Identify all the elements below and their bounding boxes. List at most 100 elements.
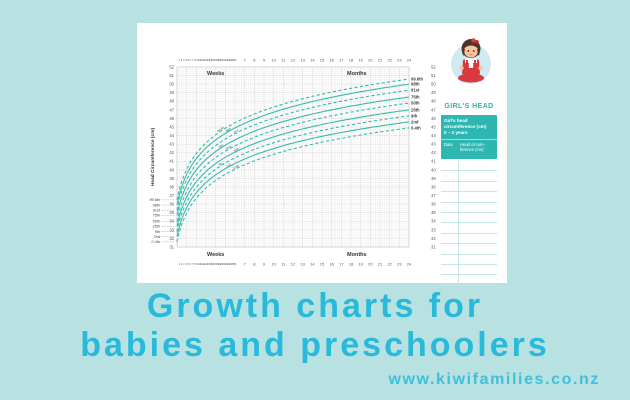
month-tick-top: 13 xyxy=(300,58,305,63)
month-tick-bottom: 17 xyxy=(339,262,344,267)
y-tick-left: 49 xyxy=(169,90,174,95)
y-tick-right: 33 xyxy=(431,227,436,232)
week-tick-top: 4 xyxy=(185,58,187,62)
percentile-curve-25th xyxy=(176,109,410,227)
percentile-end-label: 2nd xyxy=(411,119,419,124)
week-tick-top: 25 xyxy=(231,58,234,62)
percentile-curve-75th xyxy=(176,96,410,216)
y-tick-right: 42 xyxy=(431,150,436,155)
week-tick-top: 22 xyxy=(225,58,228,62)
y-tick-right: 46 xyxy=(431,116,436,121)
table-row xyxy=(441,202,497,213)
y-tick-left: 32 xyxy=(169,236,174,241)
week-tick-bottom: 7 xyxy=(192,262,194,266)
week-tick-top: 8 xyxy=(194,58,196,62)
week-tick-top: 26 xyxy=(234,58,237,62)
week-tick-top: 17 xyxy=(213,58,216,62)
week-tick-top: 20 xyxy=(220,58,223,62)
measurement-table xyxy=(441,161,497,286)
week-tick-top: 21 xyxy=(222,58,225,62)
week-tick-top: 16 xyxy=(211,58,214,62)
percentile-curve-label: 50th xyxy=(225,144,232,151)
y-tick-right: 36 xyxy=(431,202,436,207)
percentile-curve-98th xyxy=(176,83,410,206)
y-tick-left: 51 xyxy=(169,73,174,78)
y-tick-left: 37 xyxy=(169,193,174,198)
percentile-curve-label: 25th xyxy=(233,146,240,153)
month-tick-top: 22 xyxy=(387,58,392,63)
week-tick-bottom: 2 xyxy=(181,262,183,266)
percentile-curve-label: 0.4th xyxy=(232,163,240,170)
y-tick-left: 43 xyxy=(169,142,174,147)
page-title: Growth charts for babies and preschooler… xyxy=(0,287,630,364)
month-tick-bottom: 20 xyxy=(368,262,373,267)
month-tick-bottom: 14 xyxy=(310,262,315,267)
y-axis-label: Head Circumference (cm) xyxy=(150,128,156,187)
y-tick-right: 38 xyxy=(431,184,436,189)
y-tick-left: 39 xyxy=(169,176,174,181)
month-tick-bottom: 7 xyxy=(244,262,247,267)
week-tick-bottom: 24 xyxy=(229,262,232,266)
title-line-1: Growth charts for xyxy=(146,287,484,325)
month-tick-bottom: 18 xyxy=(349,262,354,267)
month-tick-top: 11 xyxy=(281,58,286,63)
y-tick-left: 40 xyxy=(169,167,174,172)
y-tick-left: 41 xyxy=(169,159,174,164)
week-tick-bottom: 15 xyxy=(209,262,212,266)
week-tick-top: 6 xyxy=(190,58,192,62)
website-url: www.kiwifamilies.co.nz xyxy=(388,371,600,388)
percentile-curve-label: 98th xyxy=(225,126,232,133)
y-tick-right: 41 xyxy=(431,159,436,164)
percentile-curve-9th xyxy=(176,115,410,232)
y-tick-left: 33 xyxy=(169,227,174,232)
week-tick-bottom: 23 xyxy=(227,262,230,266)
percentile-start-label: 9th xyxy=(155,230,160,234)
percentile-start-label: 98th xyxy=(153,203,160,207)
percentile-end-label: 75th xyxy=(411,94,420,99)
week-tick-top: 23 xyxy=(227,58,230,62)
week-tick-top: 14 xyxy=(207,58,210,62)
week-tick-bottom: 19 xyxy=(218,262,221,266)
percentile-end-label: 25th xyxy=(411,107,420,112)
y-tick-right: 51 xyxy=(431,73,436,78)
panel-heading: GIRL'S HEAD xyxy=(444,103,494,110)
table-row xyxy=(441,233,497,245)
month-tick-bottom: 24 xyxy=(407,262,412,267)
y-tick-left: 42 xyxy=(169,150,174,155)
percentile-end-label: 98th xyxy=(411,82,420,87)
week-tick-top: 13 xyxy=(205,58,208,62)
percentile-end-label: 99.6th xyxy=(411,76,424,81)
month-tick-top: 10 xyxy=(271,58,276,63)
y-tick-left: 45 xyxy=(169,124,174,129)
title-line-2: babies and preschoolers xyxy=(80,326,550,364)
percentile-start-label: 99.6th xyxy=(149,198,160,202)
month-tick-bottom: 15 xyxy=(320,262,325,267)
week-tick-bottom: 20 xyxy=(220,262,223,266)
percentile-curve-label: 91st xyxy=(233,128,240,134)
month-tick-top: 15 xyxy=(320,58,325,63)
table-header: Date Head circum- ference (cm) xyxy=(441,140,497,155)
week-tick-bottom: 10 xyxy=(198,262,201,266)
weeks-label-top: Weeks xyxy=(207,71,224,77)
y-tick-left: 50 xyxy=(169,82,174,87)
panel-info-box: Girl's head circumference (cm) 0 – 2 yea… xyxy=(441,115,497,159)
week-tick-bottom: 5 xyxy=(187,262,189,266)
month-tick-top: 20 xyxy=(368,58,373,63)
table-row xyxy=(441,244,497,255)
week-tick-top: 3 xyxy=(183,58,185,62)
y-tick-right: 32 xyxy=(431,236,436,241)
percentile-end-label: 91st xyxy=(411,88,420,93)
month-tick-bottom: 8 xyxy=(253,262,256,267)
table-row xyxy=(441,161,497,172)
week-tick-top: 2 xyxy=(181,58,183,62)
month-tick-bottom: 19 xyxy=(358,262,363,267)
week-tick-bottom: 8 xyxy=(194,262,196,266)
percentile-curve-label: 75th xyxy=(217,143,224,150)
month-tick-bottom: 10 xyxy=(271,262,276,267)
percentile-curve-label: 99.6th xyxy=(216,125,225,133)
week-tick-bottom: 16 xyxy=(211,262,214,266)
y-tick-left: 46 xyxy=(169,116,174,121)
percentile-end-label: 0.4th xyxy=(411,125,421,130)
month-tick-bottom: 16 xyxy=(329,262,334,267)
week-tick-top: 9 xyxy=(196,58,198,62)
